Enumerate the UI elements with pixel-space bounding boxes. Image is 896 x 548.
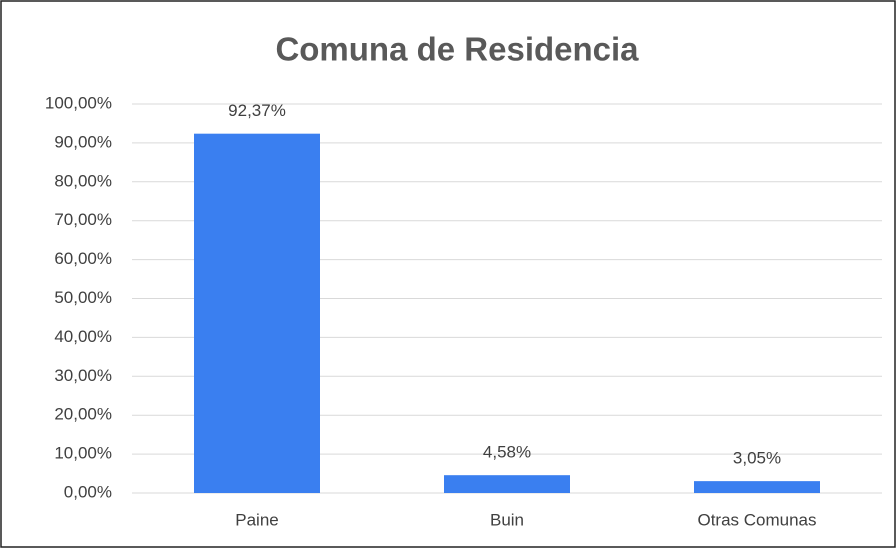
chart-title: Comuna de Residencia <box>275 31 639 68</box>
y-tick-label: 100,00% <box>45 93 112 112</box>
y-tick-label: 40,00% <box>54 327 112 346</box>
x-tick-label: Otras Comunas <box>697 510 816 529</box>
data-label: 92,37% <box>228 101 286 120</box>
y-tick-label: 50,00% <box>54 288 112 307</box>
data-label: 4,58% <box>483 443 531 462</box>
bar <box>194 133 320 493</box>
y-tick-label: 90,00% <box>54 132 112 151</box>
y-tick-label: 20,00% <box>54 405 112 424</box>
y-tick-label: 10,00% <box>54 444 112 463</box>
x-tick-label: Paine <box>235 510 278 529</box>
y-tick-label: 60,00% <box>54 249 112 268</box>
y-tick-label: 0,00% <box>64 482 112 501</box>
y-tick-label: 70,00% <box>54 210 112 229</box>
data-label: 3,05% <box>733 449 781 468</box>
bar <box>444 475 570 493</box>
bar <box>694 481 820 493</box>
y-tick-label: 80,00% <box>54 171 112 190</box>
y-tick-label: 30,00% <box>54 366 112 385</box>
x-tick-label: Buin <box>490 510 524 529</box>
